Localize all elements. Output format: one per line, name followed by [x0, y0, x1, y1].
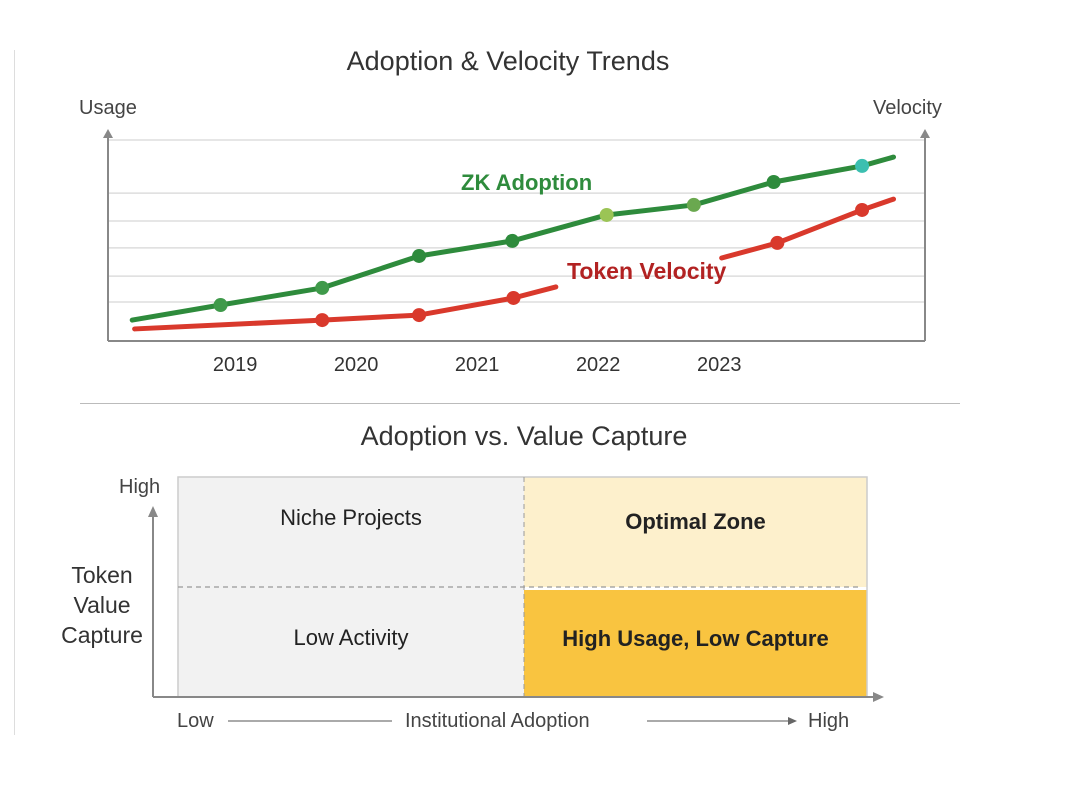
- x-tick-label: 2021: [455, 354, 500, 376]
- x-tick-label: 2023: [697, 354, 742, 376]
- quadrant-high-usage-low-capture: High Usage, Low Capture: [524, 590, 867, 697]
- y-axis-arrow: [103, 129, 113, 138]
- zk-adoption-point: [412, 248, 427, 263]
- quadrant-label: High Usage, Low Capture: [562, 625, 829, 651]
- quadrant-chart-title: Adoption vs. Value Capture: [360, 421, 688, 451]
- left-border-line: [14, 50, 15, 735]
- x-high-label: High: [808, 710, 850, 732]
- zk-adoption-point: [686, 197, 701, 212]
- series-label-token-velocity: Token Velocity: [567, 258, 727, 284]
- quadrant-label: Low Activity: [293, 625, 409, 650]
- y-axis-label-token-value-capture: Token Value Capture: [61, 562, 143, 648]
- x-axis-label-institutional-adoption: Institutional Adoption: [405, 710, 590, 732]
- zk-adoption-point: [213, 298, 228, 313]
- zk-adoption-point: [315, 280, 330, 295]
- token-velocity-point: [506, 290, 521, 305]
- line-chart: 2019 2020 2021 2022 2023: [103, 129, 930, 376]
- quadrant-optimal-zone: Optimal Zone: [524, 477, 867, 587]
- quadrant-niche-projects: Niche Projects: [178, 477, 524, 587]
- token-velocity-line: [719, 196, 897, 261]
- token-velocity-point: [770, 235, 785, 250]
- line-chart-title: Adoption & Velocity Trends: [346, 46, 670, 76]
- quadrant-label: Optimal Zone: [625, 509, 766, 534]
- x-low-label: Low: [177, 710, 214, 732]
- token-velocity-point: [315, 313, 330, 328]
- x-tick-label: 2022: [576, 354, 621, 376]
- quadrant-label: Niche Projects: [280, 505, 422, 530]
- y2-axis-label-velocity: Velocity: [873, 97, 942, 119]
- section-divider: [80, 403, 960, 404]
- x-tick-label: 2020: [334, 354, 379, 376]
- zk-adoption-point: [766, 175, 781, 190]
- x-axis-guide-arrow: [788, 717, 797, 725]
- y-axis-arrow: [148, 506, 158, 517]
- y-axis-label-usage: Usage: [79, 97, 137, 119]
- x-axis-arrow: [873, 692, 884, 702]
- zk-adoption-point: [855, 158, 870, 173]
- token-velocity-point: [855, 202, 870, 217]
- series-label-zk-adoption: ZK Adoption: [461, 170, 593, 195]
- y2-axis-arrow: [920, 129, 930, 138]
- zk-adoption-point: [505, 233, 520, 248]
- y-high-label: High: [119, 476, 161, 498]
- x-tick-label: 2019: [213, 354, 258, 376]
- zk-adoption-point: [599, 207, 614, 222]
- quadrant-low-activity: Low Activity: [178, 587, 524, 697]
- token-velocity-point: [412, 308, 427, 323]
- zk-adoption-line: [129, 154, 897, 323]
